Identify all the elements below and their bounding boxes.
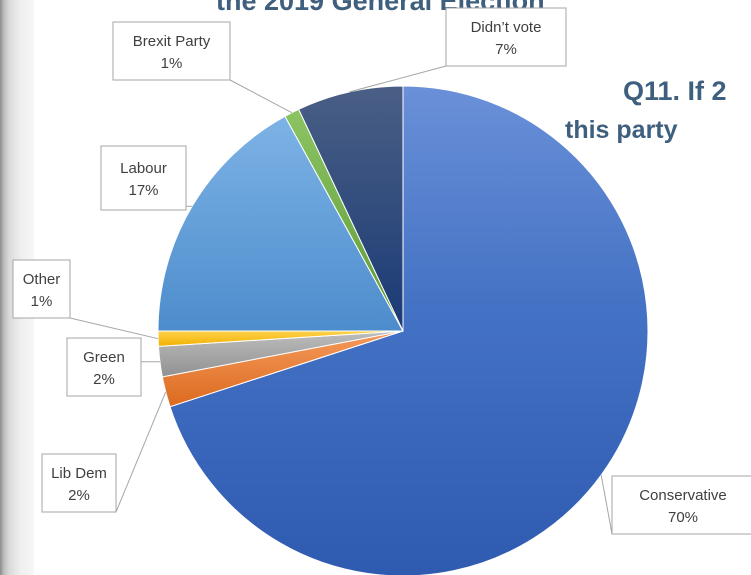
leader-line-brexit-party (229, 79, 293, 114)
slice-value-green: 2% (93, 371, 115, 388)
slice-label-green: Green (83, 349, 125, 366)
slice-value-lib-dem: 2% (68, 487, 90, 504)
question-text-line-2: this party (565, 116, 678, 144)
callout-box-green (66, 337, 142, 397)
slice-value-labour: 17% (128, 182, 158, 199)
callout-box-labour (100, 145, 187, 211)
leader-line-other (69, 317, 159, 340)
callout-box-didn-t-vote (445, 7, 567, 67)
callout-box-brexit-party (112, 21, 231, 81)
pie-slice-didn-t-vote (298, 85, 404, 332)
callout-box-other (12, 259, 71, 319)
slice-label-other: Other (23, 271, 61, 288)
leader-line-lib-dem (115, 391, 167, 513)
callout-box-conservative (611, 475, 751, 535)
slice-label-lib-dem: Lib Dem (51, 465, 107, 482)
pie-slice-conservative (169, 85, 649, 575)
question-text-line-1: Q11. If 2 (623, 76, 727, 106)
leader-line-didn-t-vote (349, 65, 447, 93)
slice-value-conservative: 70% (668, 509, 698, 526)
leader-line-conservative (600, 474, 613, 535)
slice-value-brexit-party: 1% (161, 55, 183, 72)
pie-slice-labour (157, 115, 404, 332)
callout-box-lib-dem (41, 453, 117, 513)
slice-label-didn-t-vote: Didn’t vote (471, 19, 542, 36)
slice-label-conservative: Conservative (639, 487, 727, 504)
slice-label-labour: Labour (120, 160, 167, 177)
slice-value-other: 1% (31, 293, 53, 310)
slice-label-brexit-party: Brexit Party (133, 33, 211, 50)
slice-value-didn-t-vote: 7% (495, 41, 517, 58)
